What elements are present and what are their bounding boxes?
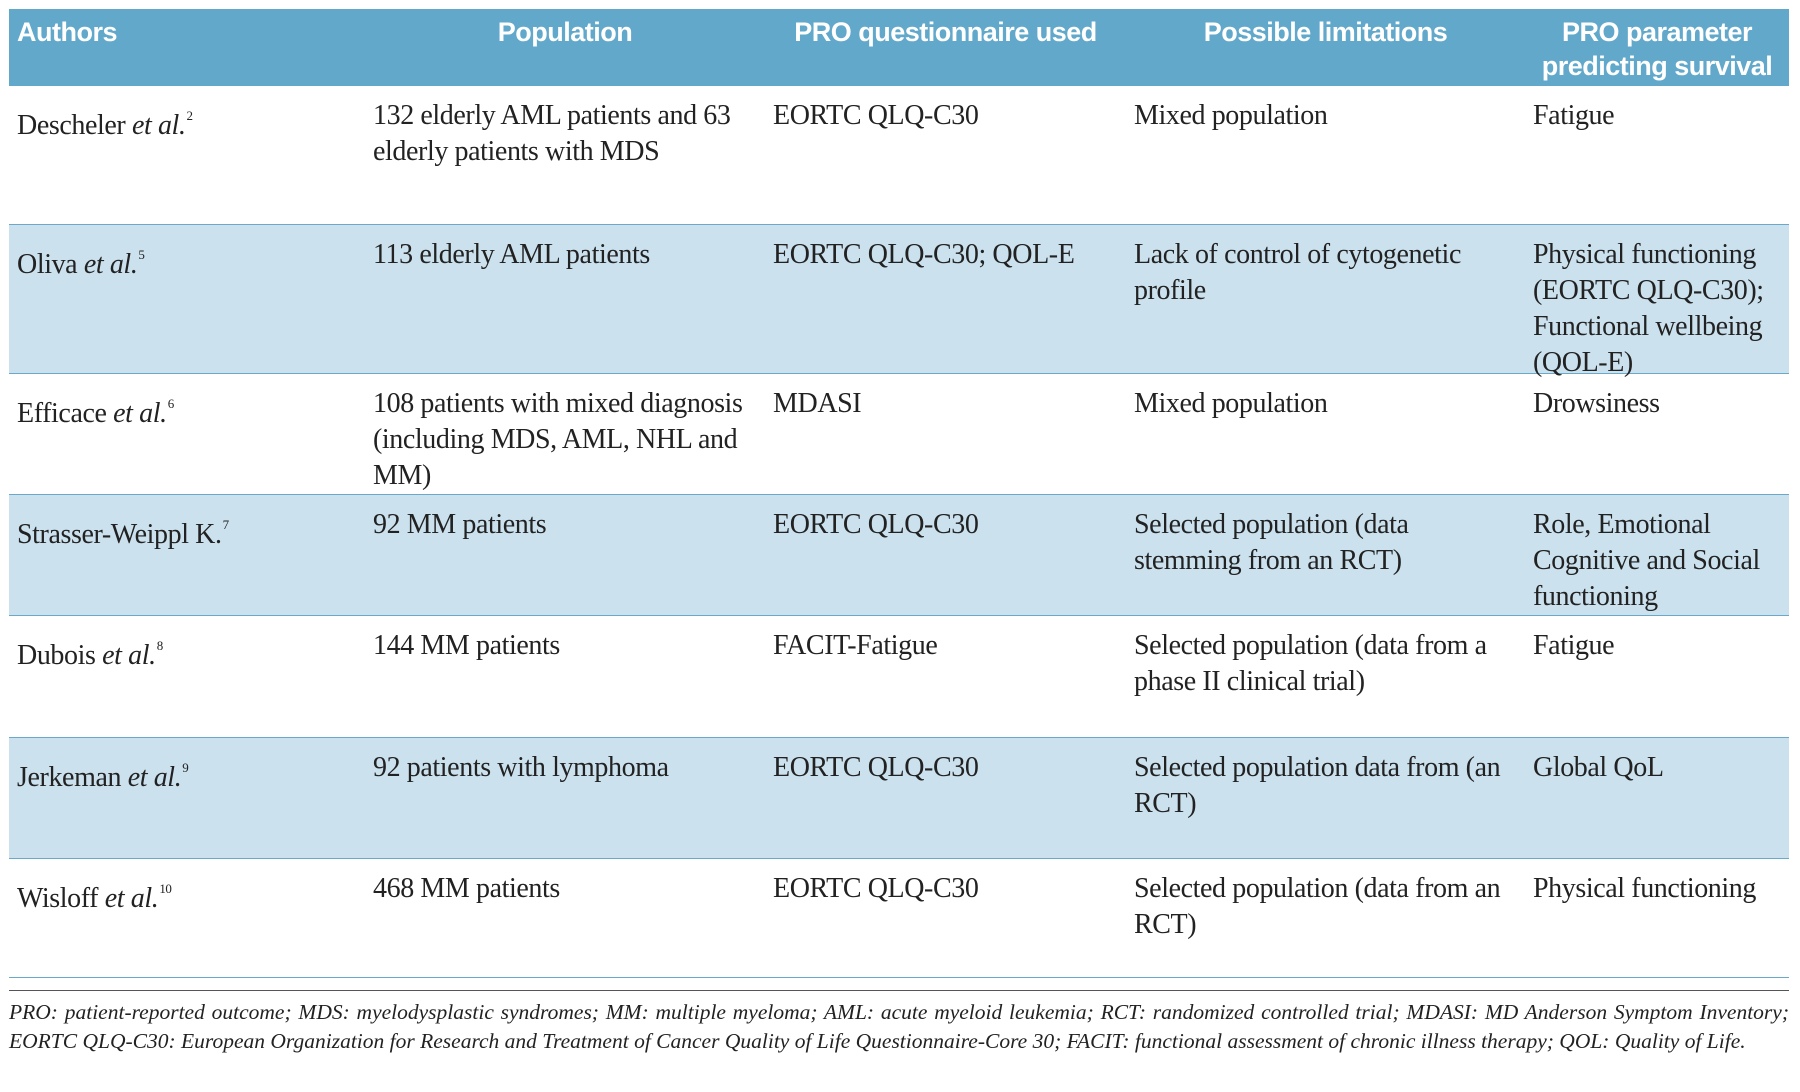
- population-cell: 144 MM patients: [373, 630, 560, 661]
- reference: 9: [182, 760, 189, 775]
- author-name: Oliva: [17, 249, 78, 280]
- footnote-rule: [9, 990, 1789, 991]
- questionnaire-cell: EORTC QLQ-C30: [773, 752, 979, 783]
- header-cell: PRO parameter predicting survival: [1541, 17, 1773, 81]
- author-cell: Efficace et al.6: [9, 374, 365, 494]
- et-al: et al.: [104, 883, 159, 914]
- author-cell: Jerkeman et al.9: [9, 738, 365, 858]
- parameter-cell: Fatigue: [1533, 630, 1615, 661]
- table-row: Jerkeman et al.9 92 patients with lymphom…: [9, 738, 1789, 859]
- reference: 2: [186, 108, 194, 123]
- reference: 5: [138, 247, 145, 262]
- header-row: Authors Population PRO questionnaire used P…: [9, 9, 1789, 86]
- population-cell: 468 MM patients: [373, 873, 560, 904]
- population-cell: 108 patients with mixed diagnosis (inclu…: [373, 388, 743, 491]
- limitations-cell: Selected population data from (an RCT): [1134, 752, 1501, 819]
- limitations-cell: Mixed population: [1134, 388, 1328, 419]
- limitations-cell: Selected population (data from a phase I…: [1134, 630, 1487, 697]
- questionnaire-cell: EORTC QLQ-C30: [773, 873, 979, 904]
- table: Authors Population PRO questionnaire used P…: [9, 9, 1789, 978]
- limitations-cell: Mixed population: [1134, 100, 1328, 131]
- reference: 7: [222, 517, 230, 532]
- questionnaire-cell: FACIT-Fatigue: [773, 630, 938, 661]
- table-row: Efficace et al.6 108 patients with mixed …: [9, 374, 1789, 495]
- reference: 6: [167, 396, 175, 411]
- limitations-cell: Selected population (data from an RCT): [1134, 873, 1501, 940]
- population-cell: 113 elderly AML patients: [373, 239, 650, 270]
- author-cell: Dubois et al.8: [9, 616, 365, 737]
- author-name: Jerkeman: [17, 762, 122, 793]
- limitations-cell: Lack of control of cytogenetic profile: [1134, 239, 1461, 306]
- parameter-cell: Physical functioning (EORTC QLQ-C30); Fu…: [1533, 239, 1764, 378]
- reference: 10: [159, 881, 172, 896]
- author-name: Descheler: [17, 110, 126, 141]
- questionnaire-cell: EORTC QLQ-C30: [773, 100, 979, 131]
- author-name: Wisloff: [17, 883, 99, 914]
- header-cell: PRO questionnaire used: [794, 17, 1097, 47]
- et-al: et al.: [83, 249, 138, 280]
- questionnaire-cell: EORTC QLQ-C30: [773, 509, 979, 540]
- author-cell: Oliva et al.5: [9, 225, 365, 373]
- parameter-cell: Global QoL: [1533, 752, 1664, 783]
- et-al: et al.: [102, 640, 156, 671]
- parameter-cell: Fatigue: [1533, 100, 1615, 131]
- population-cell: 92 MM patients: [373, 509, 547, 540]
- parameter-cell: Drowsiness: [1533, 388, 1660, 419]
- table-row: Descheler et al.2 132 elderly AML patient…: [9, 86, 1789, 225]
- author-cell: Wisloff et al.10: [9, 859, 365, 977]
- et-al: et al.: [131, 110, 186, 141]
- author-name: Strasser-Weippl K.: [17, 519, 222, 550]
- limitations-cell: Selected population (data stemming from …: [1134, 509, 1409, 576]
- footnote: PRO: patient-reported outcome; MDS: myel…: [9, 1000, 1789, 1053]
- parameter-cell: Physical functioning: [1533, 873, 1756, 904]
- questionnaire-cell: MDASI: [773, 388, 862, 419]
- et-al: et al.: [113, 398, 167, 429]
- author-name: Dubois: [17, 640, 96, 671]
- header-cell: Possible limitations: [1203, 17, 1448, 47]
- table-row: Oliva et al.5 113 elderly AML patients EOR…: [9, 225, 1789, 378]
- author-name: Efficace: [17, 398, 107, 429]
- population-cell: 132 elderly AML patients and 63 elderly …: [373, 100, 731, 167]
- et-al: et al.: [127, 762, 182, 793]
- questionnaire-cell: EORTC QLQ-C30; QOL-E: [773, 239, 1075, 270]
- author-cell: Strasser-Weippl K.7: [9, 495, 365, 615]
- parameter-cell: Role, Emotional Cognitive and Social fun…: [1533, 509, 1760, 612]
- header-cell: Authors: [17, 17, 118, 47]
- table-row: Dubois et al.8 144 MM patients FACIT-Fatig…: [9, 616, 1789, 738]
- table-row: Wisloff et al.10 468 MM patients EORTC QLQ…: [9, 859, 1789, 978]
- population-cell: 92 patients with lymphoma: [373, 752, 669, 783]
- header-cell: Population: [497, 17, 633, 47]
- reference: 8: [156, 638, 164, 653]
- author-cell: Descheler et al.2: [9, 86, 365, 224]
- table-row: Strasser-Weippl K.7 92 MM patients EORTC Q…: [9, 495, 1789, 616]
